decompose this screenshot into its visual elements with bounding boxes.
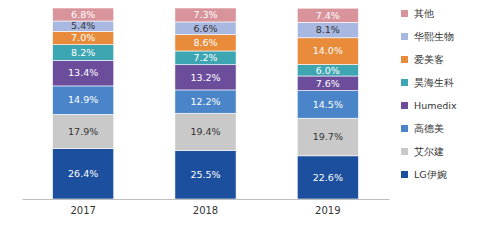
- plot: 26.4% 25.5% 22.6% 17.9% 19.4% 19.7% 14.9% 12.2%…: [23, 8, 390, 216]
- data-label: 7.3%: [193, 9, 217, 20]
- legend-label: LG伊婉: [414, 169, 447, 180]
- legend-item: LG伊婉: [401, 169, 447, 180]
- legend-item: 高德美: [401, 123, 444, 134]
- tick: 2018: [193, 199, 218, 216]
- data-label: 14.9%: [68, 94, 98, 105]
- bar-segment: [53, 60, 114, 86]
- legend-swatch: [401, 148, 408, 155]
- bar-segment: [297, 76, 358, 91]
- bars: [53, 8, 359, 199]
- data-label: 19.4%: [190, 126, 220, 137]
- bar-segment: [297, 22, 358, 37]
- data-labels: 26.4% 25.5% 22.6% 17.9% 19.4% 19.7% 14.9% 12.2%…: [68, 9, 343, 183]
- bar-segment: [297, 156, 358, 199]
- bar-segment: [53, 31, 114, 44]
- legend-swatch: [401, 33, 408, 40]
- legend-item: Humedix: [401, 100, 457, 111]
- data-label: 6.8%: [71, 9, 95, 20]
- legend-label: Humedix: [414, 100, 457, 111]
- data-label: 25.5%: [190, 169, 220, 180]
- bar-segment: [53, 21, 114, 31]
- legend-item: 其他: [401, 8, 434, 19]
- axis-line: [23, 199, 390, 200]
- data-label: 22.6%: [313, 172, 343, 183]
- data-label: 5.4%: [71, 20, 95, 31]
- legend-swatch: [401, 125, 408, 132]
- data-label: 13.4%: [68, 67, 98, 78]
- data-label: 14.0%: [313, 45, 343, 56]
- bar-segment: [53, 114, 114, 148]
- legend-swatch: [401, 171, 408, 178]
- data-label: 6.6%: [193, 23, 217, 34]
- legend-label: 昊海生科: [414, 77, 454, 88]
- legend-swatch: [401, 102, 408, 109]
- data-label: 7.6%: [316, 78, 340, 89]
- bar-segment: [175, 65, 236, 90]
- bar-segment: [175, 51, 236, 65]
- legend-label: 其他: [414, 8, 434, 19]
- tick: 2017: [70, 199, 95, 216]
- legend-label: 爱美客: [414, 54, 444, 65]
- tick-label: 2019: [315, 205, 340, 216]
- tick: 2019: [315, 199, 340, 216]
- legend: 其他华熙生物爱美客昊海生科 Humedix 高德美艾尔建 LG伊婉: [401, 8, 457, 180]
- data-label: 8.6%: [193, 37, 217, 48]
- tick-label: 2018: [193, 205, 218, 216]
- data-label: 14.5%: [313, 99, 343, 110]
- legend-item: 艾尔建: [401, 146, 444, 157]
- bar-segment: [175, 150, 236, 199]
- bar-segment: [53, 8, 114, 21]
- bar-segment: [175, 22, 236, 35]
- legend-swatch: [401, 79, 408, 86]
- tick-label: 2017: [70, 205, 95, 216]
- legend-label: 高德美: [414, 123, 444, 134]
- legend-item: 华熙生物: [401, 31, 454, 42]
- x-axis: 2017 2018 2019: [23, 199, 390, 216]
- legend-swatch: [401, 56, 408, 63]
- legend-item: 爱美客: [401, 54, 444, 65]
- legend-swatch: [401, 10, 408, 17]
- bar-segment: [175, 8, 236, 22]
- bar-segment: [53, 149, 114, 199]
- data-label: 6.0%: [316, 65, 340, 76]
- bar-segment: [53, 86, 114, 114]
- data-label: 8.2%: [71, 47, 95, 58]
- data-label: 7.4%: [316, 10, 340, 21]
- legend-label: 华熙生物: [414, 31, 454, 42]
- bar-segment: [53, 45, 114, 61]
- chart: 26.4% 25.5% 22.6% 17.9% 19.4% 19.7% 14.9% 12.2%…: [0, 0, 499, 225]
- bar-segment: [175, 35, 236, 51]
- bar-segment: [175, 90, 236, 113]
- bar-segment: [297, 38, 358, 65]
- bar-segment: [297, 118, 358, 156]
- data-label: 19.7%: [313, 131, 343, 142]
- data-label: 7.0%: [71, 32, 95, 43]
- data-label: 12.2%: [190, 96, 220, 107]
- bar-segment: [297, 8, 358, 22]
- data-label: 7.2%: [193, 52, 217, 63]
- data-label: 13.2%: [190, 72, 220, 83]
- bar-segment: [297, 91, 358, 119]
- bar-segment: [175, 113, 236, 150]
- legend-item: 昊海生科: [401, 77, 454, 88]
- data-label: 17.9%: [68, 126, 98, 137]
- legend-label: 艾尔建: [414, 146, 444, 157]
- bar-segment: [297, 65, 358, 76]
- data-label: 26.4%: [68, 168, 98, 179]
- data-label: 8.1%: [316, 24, 340, 35]
